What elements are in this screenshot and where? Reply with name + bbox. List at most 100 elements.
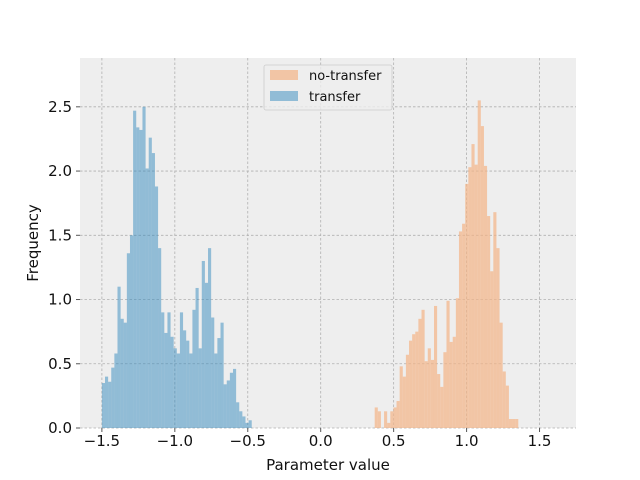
- no-transfer-bar: [387, 422, 391, 428]
- transfer-bar: [148, 137, 152, 428]
- transfer-bar: [186, 340, 190, 428]
- transfer-bar: [242, 416, 246, 428]
- transfer-bar: [198, 348, 202, 428]
- no-transfer-bar: [427, 348, 431, 428]
- no-transfer-bar: [405, 354, 410, 428]
- no-transfer-bar: [418, 318, 422, 428]
- no-transfer-bar: [471, 144, 475, 428]
- transfer-bar: [129, 235, 134, 428]
- transfer-bar: [208, 248, 212, 428]
- transfer-bar: [139, 129, 143, 428]
- transfer-bar: [120, 318, 124, 428]
- x-tick-label: −1.5: [84, 432, 120, 450]
- transfer-bar: [189, 353, 193, 428]
- transfer-bar: [133, 110, 137, 428]
- legend: no-transfer transfer: [263, 64, 393, 111]
- no-transfer-bar: [402, 376, 406, 428]
- no-transfer-bar: [377, 411, 381, 428]
- no-transfer-bar: [465, 183, 469, 428]
- transfer-bar: [214, 353, 218, 428]
- histogram-bars: [101, 100, 519, 429]
- no-transfer-bar: [433, 305, 438, 428]
- no-transfer-bar: [483, 165, 488, 428]
- no-transfer-bar: [443, 352, 447, 428]
- transfer-bar: [229, 372, 234, 428]
- x-axis: −1.5 −1.0 −0.5 0.0 0.5 1.0 1.5: [84, 428, 552, 450]
- no-transfer-bar: [496, 248, 500, 428]
- no-transfer-bar: [409, 340, 413, 428]
- x-tick-label: −0.5: [230, 432, 266, 450]
- x-tick-label: −1.0: [157, 432, 193, 450]
- transfer-bar: [154, 186, 159, 428]
- y-tick-label: 1.5: [48, 226, 72, 244]
- transfer-bar: [170, 336, 174, 428]
- y-tick-label: 2.0: [48, 162, 72, 180]
- transfer-bar: [142, 106, 146, 428]
- no-transfer-bar: [437, 374, 441, 428]
- transfer-bar: [204, 282, 209, 428]
- transfer-bar: [192, 309, 196, 428]
- transfer-bar: [151, 153, 155, 428]
- transfer-bar: [101, 383, 106, 428]
- x-tick-label: 1.5: [528, 432, 552, 450]
- transfer-bar: [136, 127, 140, 428]
- no-transfer-bar: [480, 126, 484, 429]
- y-axis-label: Frequency: [24, 204, 42, 282]
- y-tick-label: 1.0: [48, 291, 72, 309]
- no-transfer-bar: [393, 407, 397, 428]
- transfer-bar: [220, 322, 224, 428]
- no-transfer-bar: [490, 271, 494, 428]
- transfer-bar: [114, 353, 118, 428]
- transfer-bar: [117, 286, 121, 428]
- y-tick-label: 2.5: [48, 98, 72, 116]
- transfer-bar: [211, 317, 215, 428]
- transfer-bar: [161, 312, 165, 428]
- transfer-bar: [126, 253, 130, 428]
- no-transfer-bar: [415, 331, 419, 428]
- x-axis-label: Parameter value: [266, 456, 390, 474]
- no-transfer-bar: [502, 371, 506, 428]
- no-transfer-bar: [462, 223, 466, 428]
- transfer-bar: [111, 367, 115, 428]
- no-transfer-bar: [512, 419, 516, 428]
- no-transfer-bar: [440, 386, 444, 428]
- transfer-bar: [195, 287, 199, 428]
- transfer-bar: [217, 338, 221, 428]
- no-transfer-bar: [505, 385, 509, 428]
- no-transfer-bar: [477, 100, 481, 428]
- no-transfer-bar: [384, 411, 388, 428]
- transfer-bar: [167, 312, 171, 428]
- x-tick-label: 0.5: [382, 432, 406, 450]
- no-transfer-bar: [412, 334, 416, 428]
- transfer-bar: [223, 384, 227, 428]
- transfer-bar: [173, 348, 177, 428]
- legend-swatch: [270, 70, 298, 80]
- no-transfer-bar: [396, 401, 400, 428]
- transfer-bar: [248, 420, 252, 428]
- y-tick-label: 0.5: [48, 355, 72, 373]
- no-transfer-bar: [374, 407, 378, 428]
- no-transfer-bar: [455, 298, 459, 428]
- no-transfer-bar: [424, 361, 428, 428]
- no-transfer-bar: [390, 411, 394, 428]
- transfer-bar: [145, 168, 149, 428]
- no-transfer-bar: [430, 359, 434, 428]
- transfer-bar: [183, 330, 187, 428]
- transfer-bar: [108, 381, 112, 428]
- x-tick-label: 0.0: [309, 432, 333, 450]
- legend-label: transfer: [309, 90, 361, 105]
- transfer-bar: [105, 376, 109, 428]
- y-axis: 0.0 0.5 1.0 1.5 2.0 2.5: [48, 98, 80, 437]
- no-transfer-bar: [452, 336, 456, 428]
- legend-label: no-transfer: [309, 69, 382, 84]
- legend-swatch: [270, 91, 298, 101]
- no-transfer-bar: [508, 419, 513, 428]
- y-tick-label: 0.0: [48, 419, 72, 437]
- transfer-bar: [236, 402, 240, 428]
- no-transfer-bar: [449, 341, 453, 428]
- no-transfer-bar: [468, 167, 472, 428]
- transfer-bar: [226, 380, 230, 428]
- transfer-bar: [245, 422, 249, 428]
- no-transfer-bar: [399, 366, 403, 428]
